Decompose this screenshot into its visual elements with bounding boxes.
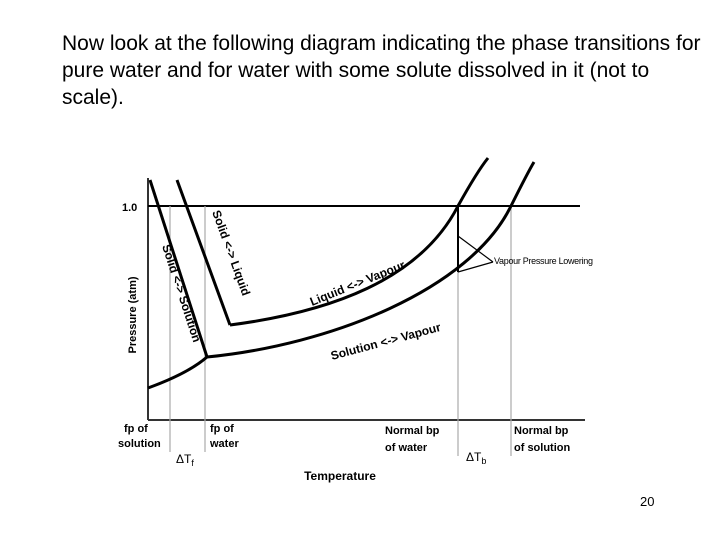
x-axis-label: Temperature bbox=[304, 469, 376, 483]
label-fp-water: fp of water bbox=[209, 423, 239, 450]
delta-tf-symbol: ΔT bbox=[176, 452, 192, 466]
vp-lowering-pointer-top bbox=[457, 235, 494, 263]
fp-water-line2: water bbox=[209, 438, 239, 450]
curve-liquid-vapour bbox=[229, 157, 490, 327]
delta-tf-sub: f bbox=[191, 458, 194, 468]
y-axis-label: Pressure (atm) bbox=[127, 276, 139, 353]
intro-text: Now look at the following diagram indica… bbox=[62, 32, 701, 109]
curve-solution-vapour bbox=[206, 161, 536, 359]
label-liquid-vapour: Liquid <-> Vapour bbox=[308, 258, 408, 309]
fp-solution-line2: solution bbox=[118, 438, 161, 450]
delta-tf-label: ΔTf bbox=[176, 452, 194, 468]
fp-solution-line1: fp of bbox=[124, 423, 148, 435]
bp-solution-line1: Normal bp bbox=[514, 425, 569, 437]
delta-tb-label: ΔTb bbox=[466, 450, 486, 466]
delta-tb-symbol: ΔT bbox=[466, 450, 482, 464]
curve-solid-liquid bbox=[175, 179, 232, 326]
label-fp-solution: fp of solution bbox=[118, 423, 161, 450]
pressure-tick-label: 1.0 bbox=[122, 202, 137, 214]
delta-tb-sub: b bbox=[481, 456, 486, 466]
label-vapour-pressure-lowering: Vapour Pressure Lowering bbox=[494, 256, 593, 266]
curve-sublimation bbox=[147, 355, 208, 390]
label-bp-solution: Normal bp of solution bbox=[514, 425, 571, 454]
page-number: 20 bbox=[640, 494, 655, 509]
bp-solution-line2: of solution bbox=[514, 442, 570, 454]
bp-water-line2: of water bbox=[385, 442, 428, 454]
vp-lowering-pointer-bottom bbox=[457, 261, 494, 273]
label-bp-water: Normal bp of water bbox=[385, 425, 442, 454]
label-solid-solution: Solid <-> Solution bbox=[159, 243, 204, 344]
bp-water-line1: Normal bp bbox=[385, 425, 440, 437]
curve-solid-solution bbox=[148, 179, 209, 358]
fp-water-line1: fp of bbox=[210, 423, 234, 435]
